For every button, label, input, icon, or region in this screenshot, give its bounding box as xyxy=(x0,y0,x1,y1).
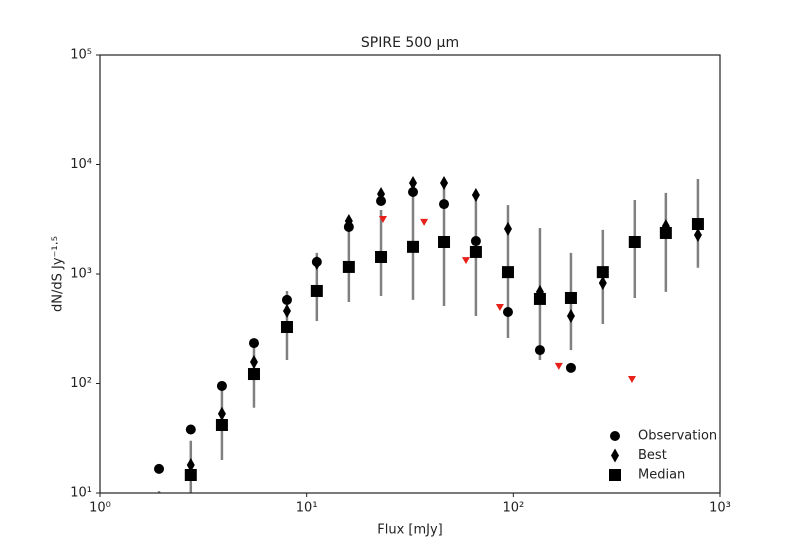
marker-diamond xyxy=(409,175,418,190)
marker-square xyxy=(310,284,323,297)
marker-triangle xyxy=(627,375,636,383)
marker-square xyxy=(628,235,641,248)
marker-square xyxy=(469,245,482,258)
marker-circle xyxy=(154,463,165,474)
marker-diamond xyxy=(598,275,607,290)
marker-circle xyxy=(248,338,259,349)
marker-square xyxy=(342,260,355,273)
marker-circle xyxy=(185,424,196,435)
marker-circle xyxy=(470,236,481,247)
plot-area xyxy=(154,175,704,493)
x-axis-label: Flux [mJy] xyxy=(377,523,443,538)
marker-square xyxy=(247,368,260,381)
marker-diamond xyxy=(471,188,480,203)
marker-diamond xyxy=(249,355,258,370)
marker-triangle xyxy=(554,362,563,370)
legend-marker xyxy=(609,469,621,481)
marker-diamond xyxy=(440,175,449,190)
marker-square xyxy=(184,469,197,482)
y-tick-label: 10⁴ xyxy=(70,157,92,172)
marker-diamond xyxy=(217,406,226,421)
marker-square xyxy=(407,240,420,253)
marker-square xyxy=(375,250,388,263)
y-tick-label: 10⁵ xyxy=(70,48,92,63)
marker-diamond xyxy=(503,221,512,236)
marker-square xyxy=(596,266,609,279)
marker-square xyxy=(533,292,546,305)
chart-title: SPIRE 500 μm xyxy=(361,35,459,51)
marker-circle xyxy=(408,186,419,197)
marker-square xyxy=(691,218,704,231)
legend-label: Best xyxy=(638,448,667,463)
y-tick-label: 10¹ xyxy=(70,486,92,501)
marker-square xyxy=(280,321,293,334)
marker-circle xyxy=(376,196,387,207)
marker-circle xyxy=(216,380,227,391)
marker-triangle xyxy=(495,303,504,311)
marker-diamond xyxy=(282,304,291,319)
marker-circle xyxy=(565,362,576,373)
marker-square xyxy=(564,291,577,304)
marker-square xyxy=(659,226,672,239)
marker-diamond xyxy=(344,213,353,228)
marker-circle xyxy=(502,306,513,317)
marker-diamond xyxy=(693,228,702,243)
x-tick-label: 10¹ xyxy=(296,501,318,516)
y-tick-label: 10² xyxy=(70,376,92,391)
marker-diamond xyxy=(377,186,386,201)
marker-square xyxy=(215,418,228,431)
x-tick-label: 10⁰ xyxy=(89,501,111,516)
marker-diamond xyxy=(566,309,575,324)
y-axis-label: dN/dS Jy⁻¹·⁵ xyxy=(51,236,66,312)
marker-diamond xyxy=(186,458,195,473)
x-tick-label: 10² xyxy=(502,501,524,516)
marker-square xyxy=(438,235,451,248)
legend-marker xyxy=(610,431,620,441)
marker-circle xyxy=(281,294,292,305)
marker-diamond xyxy=(312,256,321,271)
x-tick-label: 10³ xyxy=(709,501,731,516)
marker-circle xyxy=(439,199,450,210)
y-tick-label: 10³ xyxy=(70,267,92,282)
marker-triangle xyxy=(378,215,387,223)
marker-triangle xyxy=(461,257,470,265)
legend-label: Observation xyxy=(638,429,717,444)
legend-marker xyxy=(611,448,619,463)
legend-label: Median xyxy=(638,468,685,483)
marker-circle xyxy=(534,345,545,356)
marker-triangle xyxy=(420,218,429,226)
marker-square xyxy=(501,266,514,279)
